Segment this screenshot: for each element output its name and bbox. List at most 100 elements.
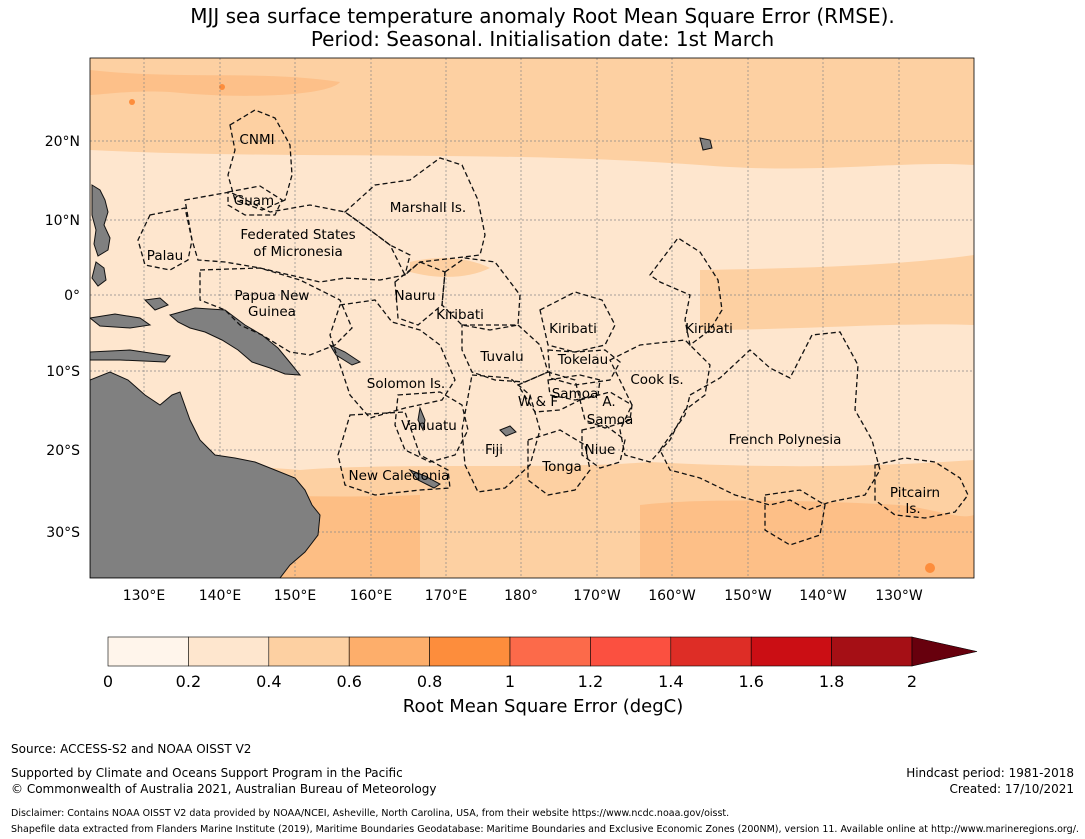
label-french-polynesia: French Polynesia xyxy=(729,432,842,448)
philippines-land xyxy=(91,184,111,257)
eez-niue xyxy=(581,424,626,469)
label-pitcairn-line1: Pitcairn xyxy=(890,485,940,501)
disclaimer-note: Disclaimer: Contains NOAA OISST V2 data … xyxy=(11,808,730,819)
lon-label: 150°W xyxy=(724,588,772,604)
label-kiribati-east: Kiribati xyxy=(685,321,733,337)
eez-png xyxy=(199,267,353,356)
equatorial-tongue xyxy=(870,278,974,317)
label-american-samoa-line1: A. xyxy=(602,394,615,410)
lon-label: 140°W xyxy=(799,588,847,604)
eez-boundaries xyxy=(137,109,969,546)
lon-label: 140°E xyxy=(199,588,242,604)
chart-title-line1: MJJ sea surface temperature anomaly Root… xyxy=(190,4,895,28)
eez-new-caledonia xyxy=(337,411,451,496)
lon-label: 160°W xyxy=(648,588,696,604)
lon-label: 170°E xyxy=(425,588,468,604)
colorbar-extend-arrow xyxy=(911,636,978,667)
eez-marshall xyxy=(343,157,486,277)
australia-land xyxy=(90,371,321,578)
colorbar-cell xyxy=(348,636,430,667)
eez-french-polynesia-south xyxy=(764,489,826,546)
label-cook: Cook Is. xyxy=(630,372,683,388)
colorbar: 0 0.2 0.4 0.6 0.8 1 1.2 1.4 1.6 1.8 2 Root Mean Sq… xyxy=(103,636,978,717)
colorbar-tick-label: 1.4 xyxy=(658,672,683,691)
eez-cook xyxy=(609,339,711,463)
shapefile-note: Shapefile data extracted from Flanders M… xyxy=(11,824,1079,835)
eez-fsm xyxy=(184,191,411,283)
eez-kiribati-w xyxy=(441,257,521,331)
eez-pitcairn xyxy=(874,457,969,519)
region-labels: CNMI Guam Marshall Is. Federated States … xyxy=(147,132,940,517)
eez-french-polynesia xyxy=(659,331,881,511)
support-note: Supported by Climate and Oceans Support … xyxy=(11,766,403,780)
eez-kiribati-c xyxy=(539,291,616,353)
longitude-labels: 130°E 140°E 150°E 160°E 170°E 180° 170°W… xyxy=(123,588,923,604)
label-tonga: Tonga xyxy=(541,459,582,475)
source-note: Source: ACCESS-S2 and NOAA OISST V2 xyxy=(11,742,252,756)
lon-label: 150°E xyxy=(274,588,317,604)
eez-palau xyxy=(137,207,193,271)
label-tokelau: Tokelau xyxy=(557,352,608,368)
eez-fiji xyxy=(461,374,541,493)
colorbar-tick-label: 1 xyxy=(505,672,515,691)
colorbar-tick-label: 0 xyxy=(103,672,113,691)
label-palau: Palau xyxy=(147,248,183,264)
label-vanuatu: Vanuatu xyxy=(401,418,457,434)
lat-label: 30°S xyxy=(46,525,80,541)
eez-solomon xyxy=(329,299,456,419)
eez-guam xyxy=(227,185,283,216)
new-caledonia-land xyxy=(408,468,441,489)
colorbar-cell xyxy=(429,636,511,667)
eez-tuvalu xyxy=(461,324,549,383)
colorbar-label: Root Mean Square Error (degC) xyxy=(403,696,684,717)
colorbar-cell xyxy=(268,636,350,667)
label-png-line2: Guinea xyxy=(248,304,296,320)
lat-label: 10°S xyxy=(46,364,80,380)
colorbar-cell xyxy=(188,636,270,667)
colorbar-cell xyxy=(107,636,189,667)
colorbar-cell xyxy=(590,636,672,667)
label-cnmi: CNMI xyxy=(239,132,274,148)
sulawesi-land xyxy=(90,313,152,329)
colorbar-cell xyxy=(509,636,591,667)
label-fsm-line1: Federated States xyxy=(240,227,355,243)
label-nauru: Nauru xyxy=(394,288,435,304)
lon-label: 130°E xyxy=(123,588,166,604)
eez-vanuatu xyxy=(394,391,469,463)
colorbar-tick-label: 0.2 xyxy=(176,672,201,691)
eez-tonga xyxy=(527,429,591,496)
lon-label: 170°W xyxy=(573,588,621,604)
new-guinea-land xyxy=(168,307,302,376)
created-note: Created: 17/10/2021 xyxy=(949,782,1074,796)
colorbar-tick-label: 1.8 xyxy=(819,672,844,691)
colorbar-cells xyxy=(107,636,978,667)
eez-cnmi xyxy=(227,109,293,211)
label-american-samoa-line2: Samoa xyxy=(587,412,634,428)
latitude-labels: 20°N 10°N 0° 10°S 20°S 30°S xyxy=(45,134,80,541)
north-patch xyxy=(90,70,340,96)
hawaii-land xyxy=(699,137,713,151)
colorbar-cell xyxy=(831,636,913,667)
chart-title-line2: Period: Seasonal. Initialisation date: 1… xyxy=(310,27,775,51)
colorbar-tick-label: 1.6 xyxy=(738,672,763,691)
lat-label: 20°S xyxy=(46,443,80,459)
hot-spot xyxy=(925,563,935,573)
landmasses xyxy=(90,137,713,578)
label-kiribati-west: Kiribati xyxy=(436,307,484,323)
label-niue: Niue xyxy=(585,442,616,458)
colorbar-tick-label: 0.4 xyxy=(256,672,281,691)
colorbar-tick-label: 0.8 xyxy=(417,672,442,691)
lon-label: 130°W xyxy=(875,588,923,604)
map-frame xyxy=(89,57,975,579)
hot-spot xyxy=(219,84,225,90)
low-error-band xyxy=(90,150,974,470)
solomon-land xyxy=(328,343,362,366)
label-samoa: Samoa xyxy=(552,386,599,402)
hot-spot xyxy=(129,99,135,105)
colorbar-ticks: 0 0.2 0.4 0.6 0.8 1 1.2 1.4 1.6 1.8 2 xyxy=(103,672,917,691)
map-area: CNMI Guam Marshall Is. Federated States … xyxy=(90,58,974,578)
halmahera-land xyxy=(143,297,169,311)
fiji-land xyxy=(499,425,517,437)
colorbar-cell xyxy=(750,636,832,667)
